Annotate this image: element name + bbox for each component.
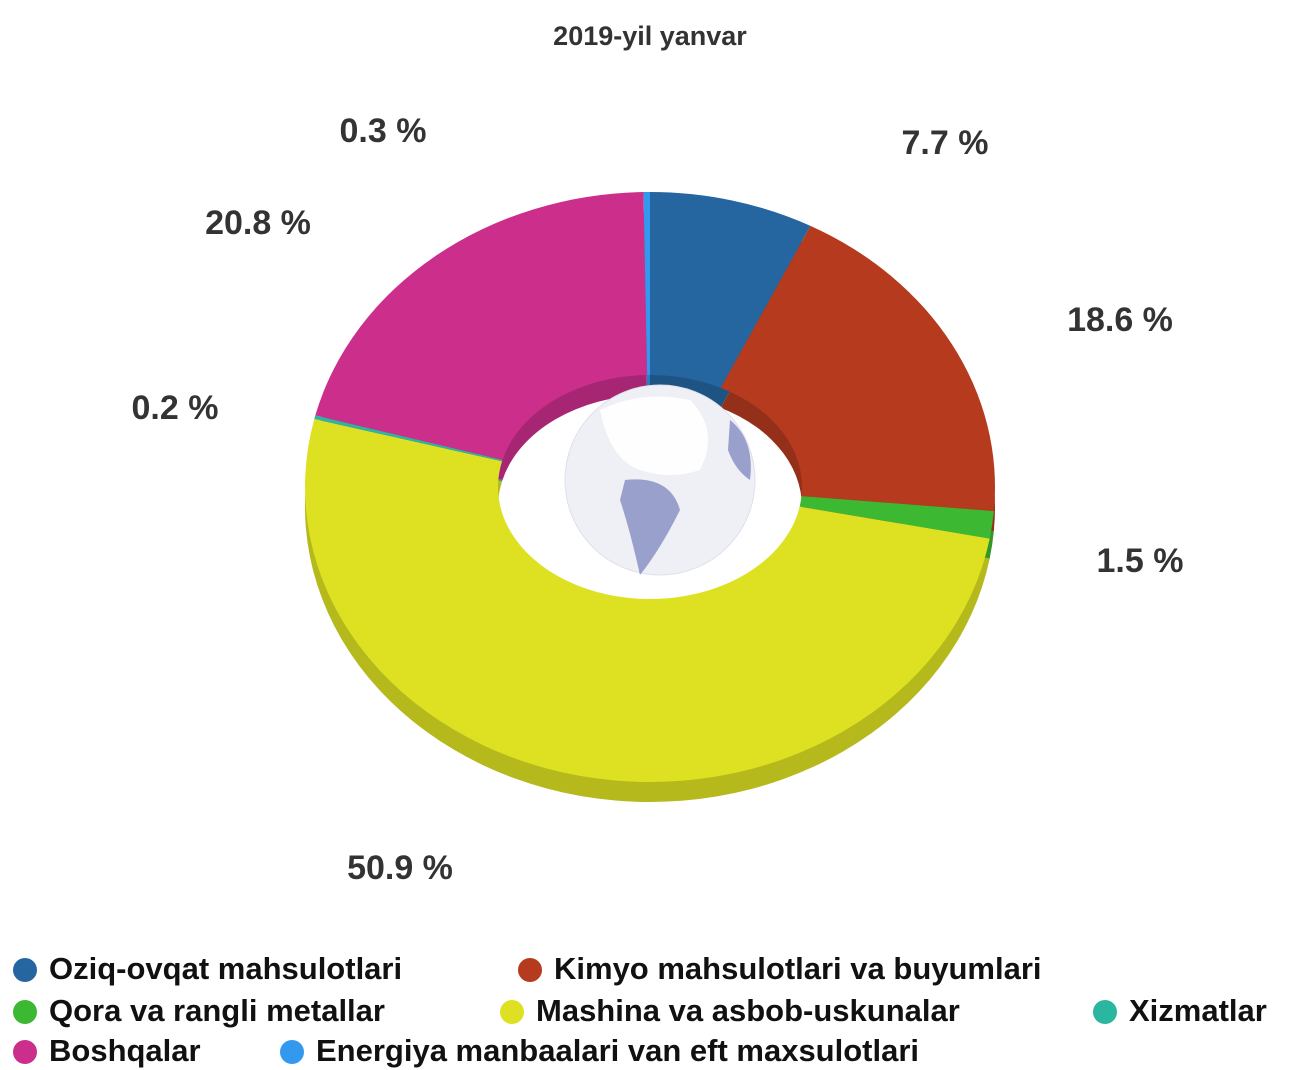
chart-title: 2019-yil yanvar	[553, 21, 747, 51]
legend-marker	[518, 958, 542, 982]
legend-label: Energiya manbaalari van eft maxsulotlari	[316, 1033, 919, 1068]
data-label: 0.3 %	[340, 112, 427, 150]
slice	[314, 415, 503, 462]
slice	[304, 419, 990, 783]
legend-label: Qora va rangli metallar	[49, 993, 385, 1028]
data-label: 1.5 %	[1097, 542, 1184, 580]
legend-label: Oziq-ovqat mahsulotlari	[49, 951, 402, 986]
data-label: 20.8 %	[205, 204, 311, 242]
slice	[799, 496, 994, 539]
legend-marker	[500, 1000, 524, 1024]
legend-marker	[13, 1000, 37, 1024]
slice	[643, 192, 650, 376]
legend-marker	[280, 1040, 304, 1064]
data-label: 0.2 %	[132, 389, 219, 427]
data-label: 7.7 %	[902, 124, 989, 162]
data-label: 50.9 %	[347, 849, 453, 887]
slice	[315, 192, 648, 460]
slice	[650, 192, 811, 388]
donut	[304, 192, 996, 803]
legend-marker	[13, 958, 37, 982]
legend-marker	[13, 1040, 37, 1064]
legend-label: Boshqalar	[49, 1033, 201, 1068]
legend-label: Xizmatlar	[1129, 993, 1267, 1028]
data-label: 18.6 %	[1067, 301, 1173, 339]
legend-label: Mashina va asbob-uskunalar	[536, 993, 960, 1028]
slice	[720, 225, 996, 512]
legend-label: Kimyo mahsulotlari va buyumlari	[554, 951, 1042, 986]
legend-marker	[1093, 1000, 1117, 1024]
globe	[564, 384, 756, 576]
